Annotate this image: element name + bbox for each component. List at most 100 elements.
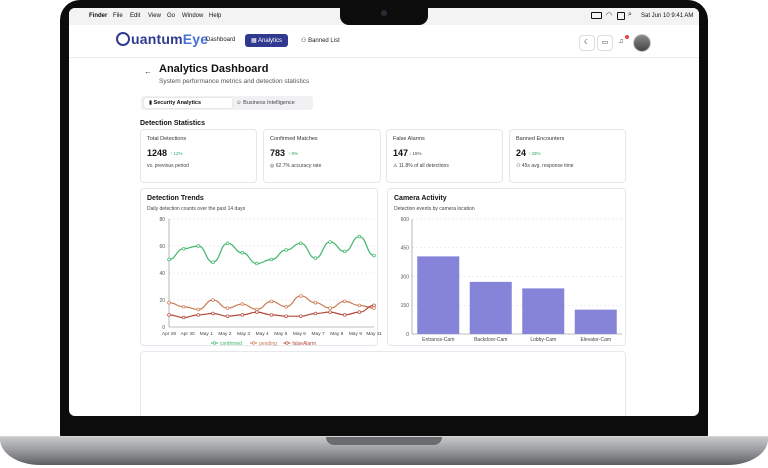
stat-delta: ↑ 9% [288, 151, 298, 156]
logo-text-primary: uantum [131, 31, 183, 47]
data-point-confirmed [196, 244, 201, 248]
bar-lobby-cam [522, 288, 565, 334]
nav-banned-list-label: Banned List [308, 38, 340, 44]
data-point-falseAlarm [181, 315, 186, 320]
bar-elevator-cam [574, 309, 617, 334]
data-point-falseAlarm [313, 311, 318, 316]
stat-delta-value: 9% [291, 151, 299, 156]
back-arrow-icon[interactable]: ← [144, 67, 152, 76]
data-point-falseAlarm [328, 310, 332, 314]
page-title: Analytics Dashboard [159, 63, 269, 75]
x-tick-label: Backdoor-Cam [474, 337, 507, 343]
data-point-pending [196, 307, 201, 312]
stat-card-false-alarms: False Alarms 147 ↓ 15% ⚠ 11.8% of all de… [386, 129, 503, 183]
analytics-icon: ▦ [251, 38, 257, 44]
user-x-icon: ⚇ [516, 163, 521, 169]
nav-banned-list[interactable]: ⚇ Banned List [295, 34, 346, 47]
tab-business-intelligence-label: Business Intelligence [243, 100, 295, 106]
menubar-app-name[interactable]: Finder [89, 13, 108, 19]
x-tick-label: May 11 [366, 331, 382, 337]
menubar-clock[interactable]: Sat Jun 10 9:41 AM [641, 13, 694, 19]
data-point-confirmed [225, 241, 230, 246]
camera-activity-chart[interactable]: 0 150 300 450 600 Entrance-Cam Backdoor-Cam Lob… [388, 217, 627, 347]
menubar-file[interactable]: File [113, 13, 123, 19]
legend-label: falseAlarm [292, 341, 316, 347]
bar-backdoor-cam [469, 281, 512, 334]
stat-value: 24 [516, 148, 527, 158]
stat-footnote: vs. previous period [147, 163, 189, 169]
tab-security-analytics[interactable]: ▮ Security Analytics [144, 98, 232, 108]
tab-business-intelligence[interactable]: ☺ Business Intelligence [231, 98, 300, 108]
data-point-falseAlarm [225, 314, 230, 318]
legend-marker [212, 341, 217, 345]
x-tick-label: May 8 [330, 331, 343, 337]
spotlight-search-icon[interactable]: ⌕ [628, 11, 632, 18]
detection-trends-chart[interactable]: 0 20 40 60 80 Apr 28 Apr 30 May 1 May 2 May 3 May … [141, 217, 382, 347]
stat-delta-value: 15% [412, 151, 422, 156]
data-point-confirmed [357, 234, 362, 239]
screen-notch [340, 8, 428, 25]
y-tick-label: 0 [406, 332, 409, 338]
data-point-falseAlarm [167, 313, 171, 317]
quantumeye-logo[interactable]: uantumEye [116, 31, 208, 47]
y-tick-label: 150 [401, 303, 410, 309]
y-tick-label: 20 [159, 298, 165, 304]
avatar[interactable] [633, 34, 651, 52]
x-tick-label: May 6 [293, 331, 306, 337]
x-tick-label: Apr 28 [162, 331, 176, 337]
tab-security-analytics-label: Security Analytics [153, 100, 202, 106]
data-point-falseAlarm [269, 313, 274, 317]
stat-value: 147 [393, 148, 409, 158]
data-point-pending [269, 299, 274, 304]
detection-trends-title: Detection Trends [147, 195, 204, 202]
data-point-pending [342, 299, 347, 304]
y-tick-label: 600 [401, 217, 410, 223]
notification-badge [625, 35, 629, 39]
x-tick-label: May 5 [274, 331, 287, 337]
bell-icon[interactable]: ♫ [618, 38, 624, 45]
data-point-confirmed [284, 248, 288, 252]
next-section-card [140, 351, 626, 416]
menubar-help[interactable]: Help [209, 13, 222, 19]
stat-delta: ↑ 12% [170, 151, 183, 156]
menubar-go[interactable]: Go [167, 13, 176, 19]
data-point-falseAlarm [211, 311, 215, 316]
data-point-confirmed [372, 253, 376, 258]
data-point-falseAlarm [196, 313, 201, 317]
data-point-confirmed [269, 257, 274, 262]
stat-footnote: ◎ 62.7% accuracy rate [270, 163, 321, 169]
wifi-icon[interactable]: ◠ [606, 12, 613, 19]
data-point-pending [313, 300, 318, 305]
user-icon: ☺ [236, 100, 242, 106]
nav-analytics[interactable]: ▦ Analytics [245, 34, 289, 47]
message-icon[interactable]: ▭ [597, 35, 613, 51]
data-point-falseAlarm [299, 314, 303, 318]
data-point-falseAlarm [342, 313, 347, 317]
menubar-edit[interactable]: Edit [130, 13, 141, 19]
control-center-icon[interactable] [617, 12, 625, 20]
data-point-confirmed [299, 241, 303, 246]
menubar-view[interactable]: View [148, 13, 161, 19]
y-tick-label: 0 [162, 325, 165, 331]
stat-label: Confirmed Matches [270, 136, 318, 142]
stat-footnote-text: 62.7% accuracy rate [275, 163, 322, 169]
nav-analytics-label: Analytics [258, 38, 283, 44]
data-point-falseAlarm [372, 303, 376, 308]
data-point-confirmed [328, 240, 332, 244]
stat-delta: ↑ 33% [528, 151, 541, 156]
stat-label: Total Detections [147, 136, 187, 142]
moon-icon[interactable]: ☾ [579, 35, 595, 51]
nav-dashboard[interactable]: Dashboard [200, 34, 241, 46]
stat-delta-value: 12% [173, 151, 183, 156]
x-tick-label: Elevator-Cam [580, 337, 611, 343]
camera-activity-title: Camera Activity [394, 195, 447, 202]
stat-delta-value: 33% [531, 151, 541, 156]
stat-footnote-text: 11.8% of all detections [398, 163, 449, 169]
battery-icon[interactable] [591, 12, 602, 19]
trend-up-icon: ↑ [288, 151, 291, 156]
data-point-confirmed [313, 256, 318, 260]
menubar-window[interactable]: Window [182, 13, 204, 19]
laptop-screen: Finder File Edit View Go Window Help ◠ ⌕… [69, 8, 699, 416]
data-point-falseAlarm [284, 314, 288, 318]
trend-up-icon: ↑ [170, 151, 173, 156]
